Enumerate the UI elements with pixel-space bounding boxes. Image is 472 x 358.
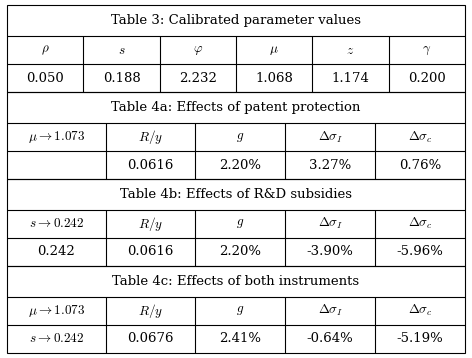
Text: $R/y$: $R/y$ <box>138 302 163 320</box>
Text: Table 3: Calibrated parameter values: Table 3: Calibrated parameter values <box>111 14 361 27</box>
Text: 0.0616: 0.0616 <box>127 159 174 171</box>
Text: 2.20%: 2.20% <box>219 159 261 171</box>
Text: 0.050: 0.050 <box>26 72 64 85</box>
Text: Table 4c: Effects of both instruments: Table 4c: Effects of both instruments <box>112 275 360 288</box>
Text: Table 4a: Effects of patent protection: Table 4a: Effects of patent protection <box>111 101 361 114</box>
Text: -5.96%: -5.96% <box>396 245 443 258</box>
Text: $g$: $g$ <box>236 131 244 144</box>
Text: $\gamma$: $\gamma$ <box>422 44 431 57</box>
Text: $\Delta\sigma_I$: $\Delta\sigma_I$ <box>318 303 343 318</box>
Text: $z$: $z$ <box>346 44 354 57</box>
Text: $\mu \rightarrow 1.073$: $\mu \rightarrow 1.073$ <box>28 303 85 319</box>
Text: -5.19%: -5.19% <box>396 332 443 345</box>
Text: 2.41%: 2.41% <box>219 332 261 345</box>
Text: $R/y$: $R/y$ <box>138 215 163 233</box>
Text: $\Delta\sigma_c$: $\Delta\sigma_c$ <box>408 129 432 145</box>
Text: -0.64%: -0.64% <box>307 332 354 345</box>
Text: $s \rightarrow 0.242$: $s \rightarrow 0.242$ <box>29 332 84 345</box>
Text: $g$: $g$ <box>236 304 244 317</box>
Text: 0.242: 0.242 <box>37 245 75 258</box>
Text: $\Delta\sigma_I$: $\Delta\sigma_I$ <box>318 129 343 145</box>
Text: $\Delta\sigma_c$: $\Delta\sigma_c$ <box>408 216 432 232</box>
Text: $g$: $g$ <box>236 217 244 230</box>
Text: $R/y$: $R/y$ <box>138 128 163 146</box>
Text: -3.90%: -3.90% <box>307 245 354 258</box>
Text: 0.200: 0.200 <box>408 72 446 85</box>
Text: $\mu$: $\mu$ <box>270 44 279 57</box>
Text: 0.188: 0.188 <box>103 72 140 85</box>
Text: $s$: $s$ <box>118 44 126 57</box>
Text: 0.76%: 0.76% <box>399 159 441 171</box>
Text: 1.068: 1.068 <box>255 72 293 85</box>
Text: 0.0676: 0.0676 <box>127 332 174 345</box>
Text: $\Delta\sigma_c$: $\Delta\sigma_c$ <box>408 303 432 318</box>
Text: $s \rightarrow 0.242$: $s \rightarrow 0.242$ <box>29 217 84 230</box>
Text: $\rho$: $\rho$ <box>41 44 50 57</box>
Text: 3.27%: 3.27% <box>309 159 351 171</box>
Text: $\mu \rightarrow 1.073$: $\mu \rightarrow 1.073$ <box>28 129 85 145</box>
Text: 2.232: 2.232 <box>179 72 217 85</box>
Text: 2.20%: 2.20% <box>219 245 261 258</box>
Text: $\varphi$: $\varphi$ <box>193 44 203 57</box>
Text: Table 4b: Effects of R&D subsidies: Table 4b: Effects of R&D subsidies <box>120 188 352 201</box>
Text: 0.0616: 0.0616 <box>127 245 174 258</box>
Text: 1.174: 1.174 <box>331 72 370 85</box>
Text: $\Delta\sigma_I$: $\Delta\sigma_I$ <box>318 216 343 232</box>
